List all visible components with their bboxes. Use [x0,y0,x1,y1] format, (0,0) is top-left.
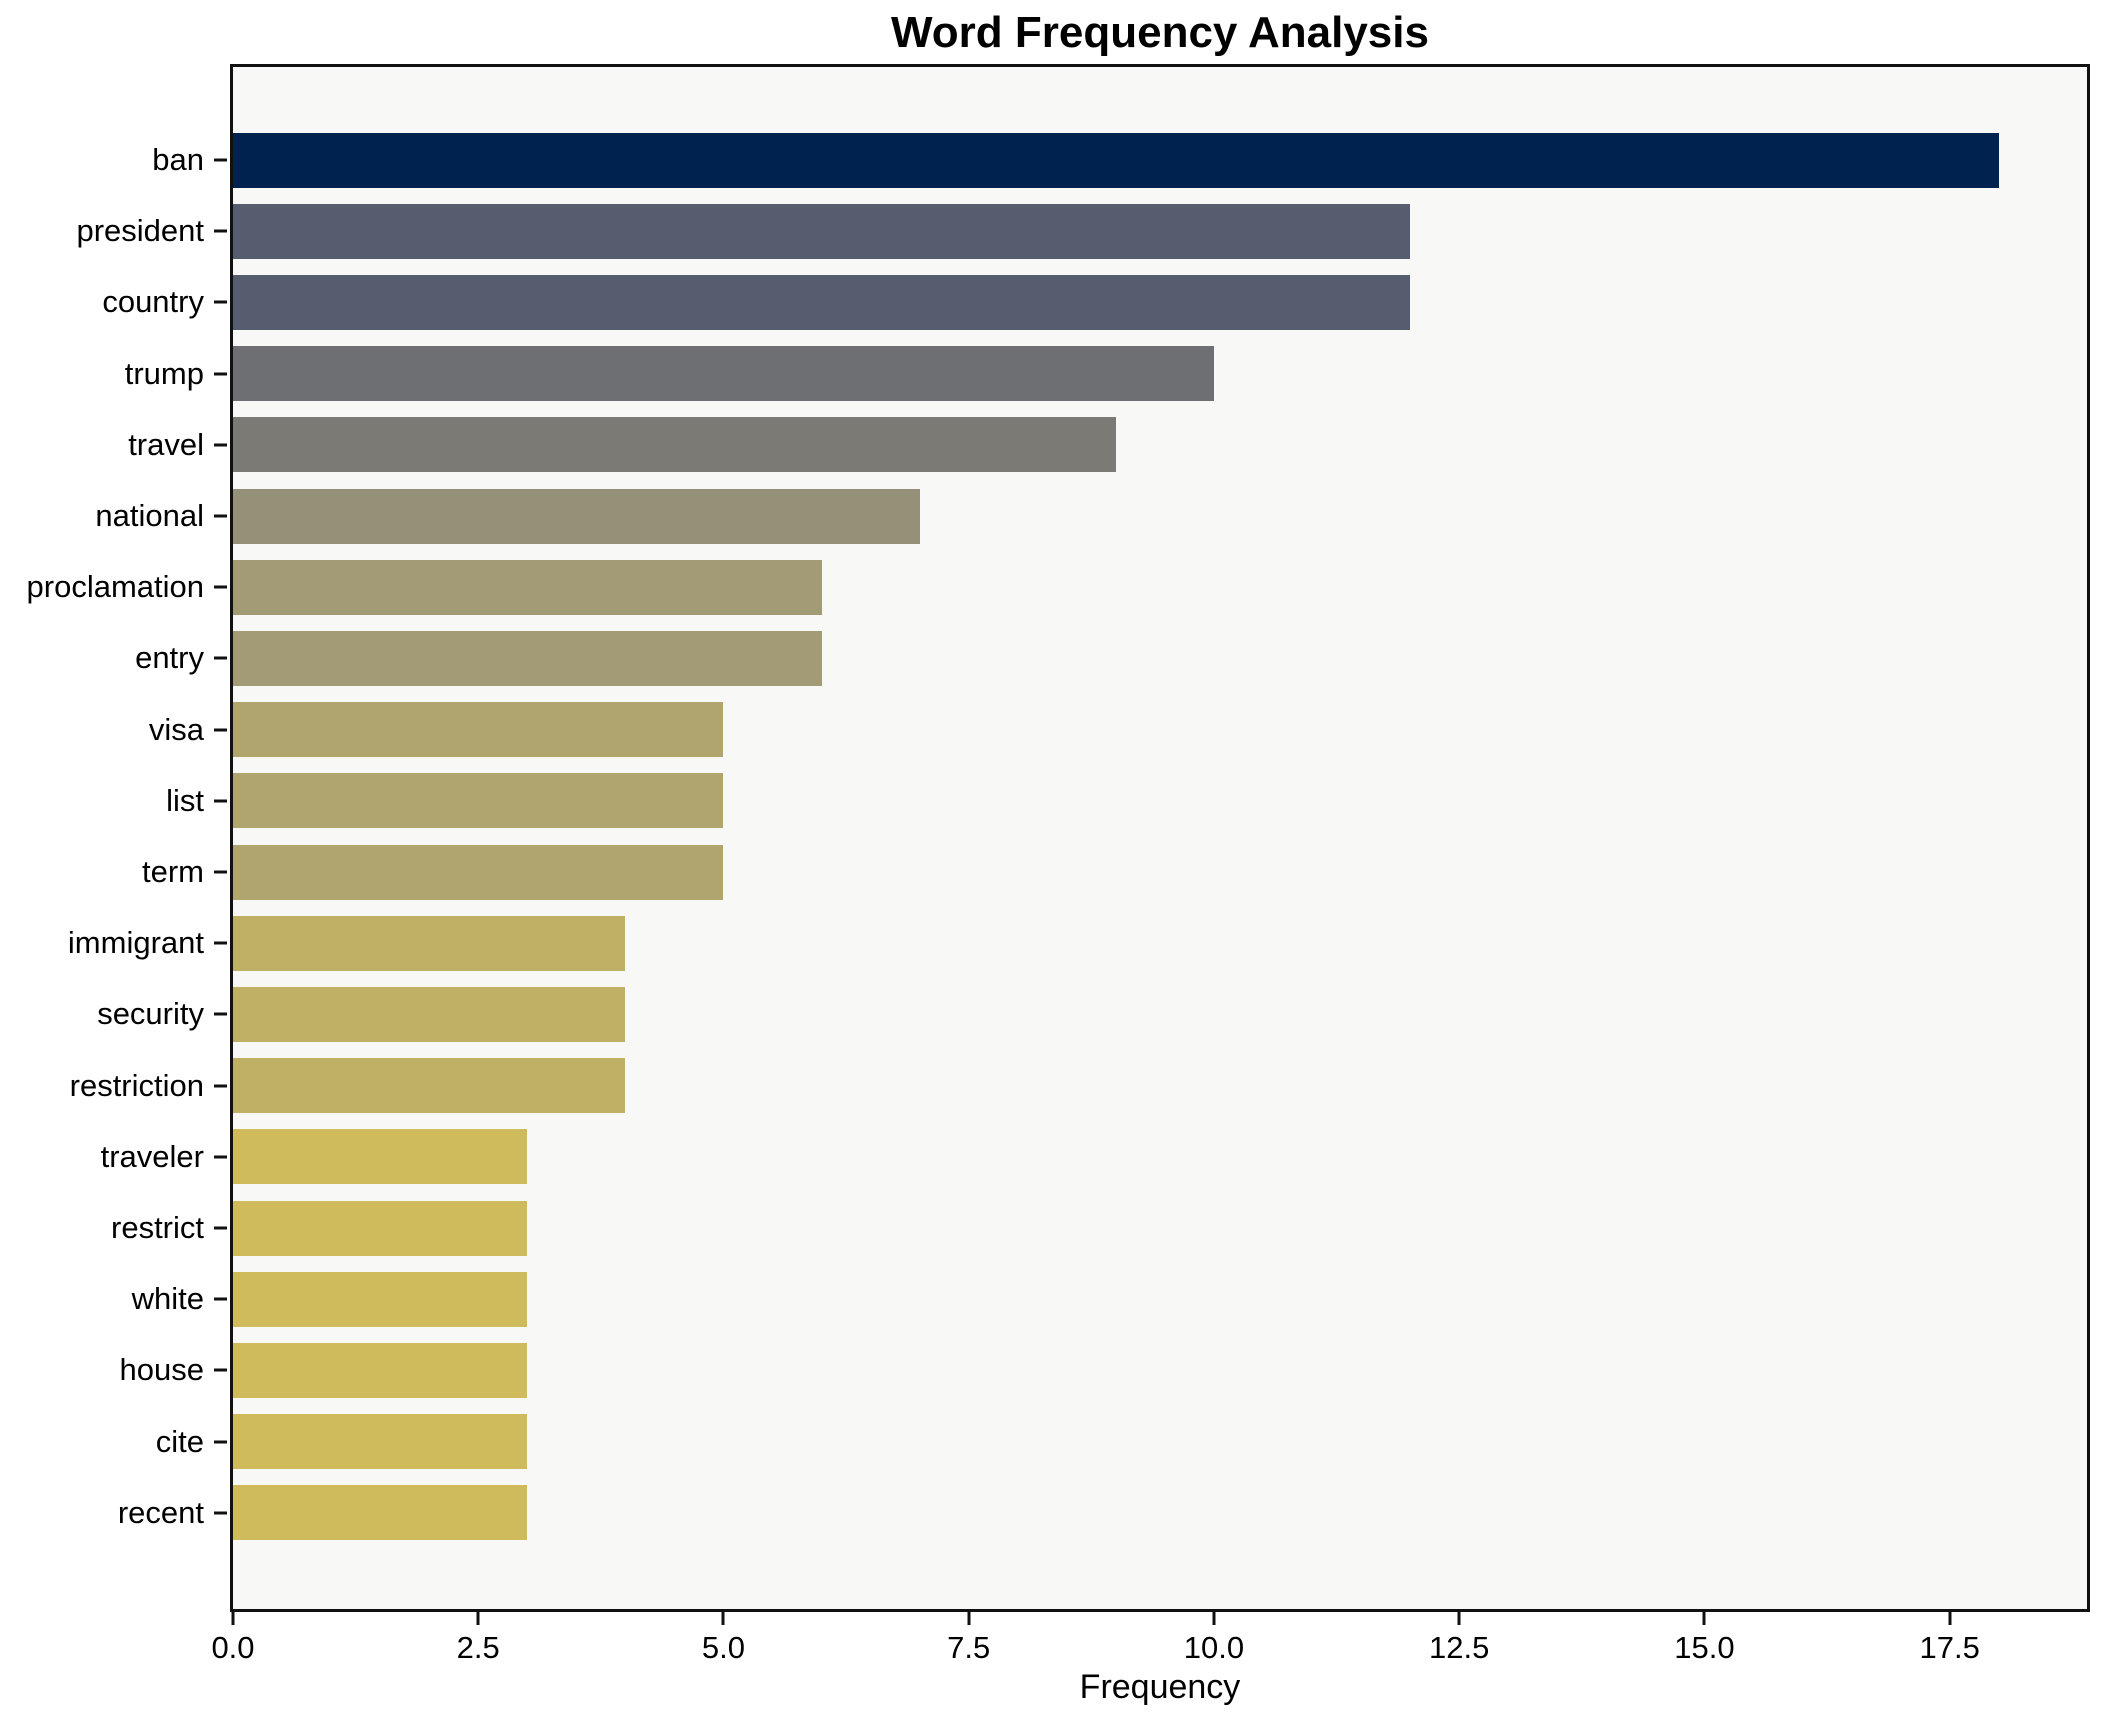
x-tick-label-15.0: 15.0 [1674,1630,1735,1665]
y-tick-mark-president [214,229,227,233]
y-tick-mark-list [214,799,227,803]
x-tick-mark-2.5 [476,1612,480,1625]
x-tick-label-10.0: 10.0 [1183,1630,1245,1665]
y-tick-label-house: house [119,1352,204,1388]
bar-list [233,773,724,829]
y-tick-mark-travel [214,443,227,447]
x-tick-mark-0.0 [231,1612,235,1625]
x-tick-label-5.0: 5.0 [701,1630,746,1665]
x-tick-label-2.5: 2.5 [456,1630,500,1665]
y-tick-label-list: list [166,782,204,818]
bar-country [233,274,1411,330]
y-tick-label-immigrant: immigrant [67,925,204,961]
x-axis-title: Frequency [1079,1668,1241,1706]
y-tick-mark-cite [214,1440,227,1444]
bar-restrict [233,1200,528,1256]
y-tick-mark-proclamation [214,585,227,589]
y-tick-label-proclamation: proclamation [26,569,204,605]
y-tick-label-country: country [102,284,204,320]
y-tick-label-visa: visa [148,711,204,747]
bar-ban [233,132,1999,188]
bar-trump [233,346,1214,402]
x-tick-mark-17.5 [1948,1612,1952,1625]
y-tick-label-white: white [131,1281,204,1317]
y-tick-mark-security [214,1012,227,1016]
bar-cite [233,1414,528,1470]
y-tick-label-travel: travel [128,426,204,462]
bar-house [233,1342,528,1398]
y-tick-mark-visa [214,728,227,732]
y-tick-mark-ban [214,158,227,162]
y-tick-mark-restriction [214,1084,227,1088]
x-axis: 0.0 2.5 5.0 7.5 10.0 12.5 15.0 17.5 [211,1612,2090,1692]
y-tick-mark-recent [214,1511,227,1515]
y-tick-label-entry: entry [135,640,204,676]
y-tick-mark-immigrant [214,941,227,945]
y-tick-label-traveler: traveler [100,1138,204,1174]
x-tick-label-0.0: 0.0 [211,1630,255,1665]
bar-traveler [233,1129,528,1185]
bar-immigrant [233,915,626,971]
y-tick-mark-country [214,300,227,304]
bar-security [233,986,626,1042]
bar-entry [233,630,822,686]
x-tick-mark-15.0 [1702,1612,1706,1625]
y-axis: ban president country trump travel national pr… [0,64,230,1612]
y-tick-label-president: president [76,213,204,249]
y-tick-label-national: national [95,498,204,533]
x-tick-mark-7.5 [967,1612,971,1625]
y-tick-label-ban: ban [152,142,204,177]
bar-proclamation [233,559,822,615]
bar-recent [233,1485,528,1541]
bar-travel [233,417,1116,473]
y-tick-mark-white [214,1297,227,1301]
chart-title: Word Frequency Analysis [891,8,1429,57]
y-tick-mark-restrict [214,1226,227,1230]
bar-restriction [233,1058,626,1114]
y-tick-mark-traveler [214,1155,227,1159]
bar-white [233,1271,528,1327]
y-tick-label-restriction: restriction [69,1067,204,1103]
bar-national [233,488,920,544]
bar-president [233,203,1411,259]
x-tick-mark-12.5 [1457,1612,1461,1625]
bar-visa [233,702,724,758]
y-tick-mark-trump [214,372,227,376]
y-tick-mark-entry [214,656,227,660]
y-tick-mark-term [214,870,227,874]
plot-area [230,64,2090,1612]
bars-container [233,67,2087,1609]
x-tick-label-17.5: 17.5 [1919,1630,1980,1665]
x-tick-label-12.5: 12.5 [1429,1630,1490,1665]
x-tick-mark-5.0 [721,1612,725,1625]
y-tick-mark-house [214,1368,227,1372]
x-tick-mark-10.0 [1212,1612,1216,1625]
y-tick-label-cite: cite [155,1423,204,1459]
y-tick-label-restrict: restrict [111,1210,204,1245]
y-tick-label-recent: recent [117,1494,204,1530]
y-tick-label-security: security [97,996,204,1032]
x-tick-label-7.5: 7.5 [947,1630,991,1665]
y-tick-mark-national [214,514,227,518]
bar-term [233,844,724,900]
y-tick-label-trump: trump [124,355,204,391]
y-tick-label-term: term [142,854,204,889]
